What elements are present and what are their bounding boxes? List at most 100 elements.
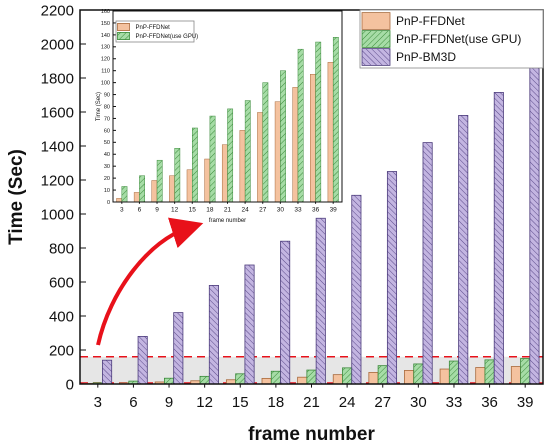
bar-pnp-ffdnet-33 <box>292 87 299 203</box>
y-tick-label: 1400 <box>41 138 74 155</box>
zoom-arrow <box>96 217 204 346</box>
bar-pnp-ffdnet-use-gpu--36 <box>315 41 322 203</box>
bar-pnp-ffdnet-27 <box>257 112 263 203</box>
bar-pnp-ffdnet-use-gpu--33 <box>448 360 459 385</box>
y-tick-label: 2200 <box>41 2 74 19</box>
x-tick-label: 15 <box>232 394 249 411</box>
x-tick-label: 18 <box>268 394 285 411</box>
y-tick-label: 2000 <box>41 36 74 53</box>
y-tick-label: 1800 <box>41 70 74 87</box>
bar-pnp-ffdnet-18 <box>261 377 272 385</box>
bar-pnp-ffdnet-use-gpu--27 <box>262 82 269 203</box>
y-tick-label: 140 <box>101 33 110 39</box>
x-tick-label: 27 <box>374 394 391 411</box>
bar-pnp-ffdnet-27 <box>368 372 379 385</box>
bar-pnp-ffdnet-use-gpu--18 <box>270 370 281 385</box>
bar-pnp-ffdnet-9 <box>151 180 158 203</box>
y-tick-label: 600 <box>49 274 74 291</box>
x-tick-label: 18 <box>206 207 214 214</box>
y-tick-label: 400 <box>49 308 74 325</box>
bar-pnp-ffdnet-use-gpu--30 <box>280 70 286 203</box>
x-tick-label: 15 <box>189 207 197 214</box>
x-tick-label: 24 <box>339 394 356 411</box>
y-tick-label: 100 <box>101 81 110 87</box>
x-tick-label: 6 <box>129 394 137 411</box>
y-tick-label: 120 <box>101 57 110 63</box>
y-tick-label: 110 <box>101 69 110 75</box>
y-tick-label: 0 <box>107 200 110 206</box>
bar-pnp-ffdnet-use-gpu--36 <box>484 359 495 385</box>
bar-pnp-ffdnet-24 <box>239 130 246 203</box>
y-axis-label: Time (Sec) <box>96 92 102 121</box>
bar-pnp-ffdnet-use-gpu--24 <box>342 367 353 385</box>
legend-label: PnP-FFDNet <box>396 14 465 28</box>
x-tick-label: 12 <box>196 394 213 411</box>
y-tick-label: 30 <box>104 164 110 170</box>
x-tick-label: 9 <box>165 394 173 411</box>
bar-pnp-ffdnet-6 <box>133 192 140 203</box>
bar-pnp-ffdnet-use-gpu--39 <box>332 37 339 203</box>
x-tick-label: 36 <box>481 394 498 411</box>
bar-pnp-bm3d-12 <box>208 284 219 385</box>
x-tick-label: 39 <box>330 207 338 214</box>
y-tick-label: 130 <box>101 45 110 51</box>
x-tick-label: 33 <box>294 207 302 214</box>
bar-pnp-bm3d-24 <box>351 194 362 385</box>
legend-swatch <box>361 12 391 30</box>
legend-box <box>359 9 544 69</box>
legend-box <box>115 20 195 43</box>
bar-pnp-ffdnet-24 <box>332 374 343 385</box>
x-tick-label: 21 <box>224 207 232 214</box>
y-tick-label: 1200 <box>41 172 74 189</box>
bar-pnp-ffdnet-30 <box>404 369 415 385</box>
bar-pnp-bm3d-21 <box>315 217 326 385</box>
x-tick-label: 3 <box>94 394 102 411</box>
bar-pnp-ffdnet-use-gpu--3 <box>121 186 128 203</box>
y-tick-label: 800 <box>49 240 74 257</box>
x-tick-label: 27 <box>259 207 267 214</box>
legend-label: PnP-FFDNet(use GPU) <box>136 34 199 40</box>
x-tick-label: 30 <box>277 207 285 214</box>
bar-pnp-ffdnet-18 <box>204 158 211 203</box>
bar-pnp-ffdnet-use-gpu--21 <box>227 108 234 203</box>
x-tick-label: 3 <box>120 207 124 214</box>
bar-pnp-ffdnet-use-gpu--27 <box>377 365 388 385</box>
legend-swatch <box>361 30 391 48</box>
bar-pnp-ffdnet-use-gpu--21 <box>306 369 317 385</box>
bar-pnp-ffdnet-use-gpu--9 <box>164 377 175 385</box>
bar-pnp-ffdnet-39 <box>327 62 334 203</box>
bar-pnp-bm3d-6 <box>137 335 148 385</box>
y-tick-label: 80 <box>104 104 110 110</box>
bar-pnp-ffdnet-30 <box>274 101 281 203</box>
x-tick-label: 21 <box>303 394 320 411</box>
legend-swatch <box>117 22 130 31</box>
bar-pnp-ffdnet-33 <box>439 368 450 385</box>
bar-pnp-bm3d-27 <box>386 171 398 385</box>
bar-pnp-bm3d-3 <box>102 359 113 385</box>
legend-label: PnP-FFDNet <box>136 25 171 31</box>
bar-pnp-ffdnet-use-gpu--9 <box>156 159 163 203</box>
bar-pnp-bm3d-15 <box>244 264 255 385</box>
y-tick-label: 60 <box>104 128 110 134</box>
bar-pnp-ffdnet-use-gpu--15 <box>192 127 198 203</box>
legend-label: PnP-FFDNet(use GPU) <box>396 32 521 46</box>
bar-pnp-ffdnet-21 <box>297 376 308 385</box>
bar-pnp-bm3d-30 <box>422 142 433 385</box>
legend-swatch <box>361 48 391 66</box>
x-axis-label: frame number <box>209 218 246 224</box>
bar-pnp-ffdnet-15 <box>186 169 193 203</box>
x-axis-label: frame number <box>248 424 375 445</box>
x-tick-label: 36 <box>312 207 320 214</box>
legend: PnP-FFDNet PnP-FFDNet(use GPU) <box>115 20 199 43</box>
bar-pnp-ffdnet-use-gpu--12 <box>199 375 210 385</box>
bar-pnp-ffdnet-36 <box>310 74 316 203</box>
legend: PnP-FFDNet PnP-FFDNet(use GPU) PnP-BM3D <box>359 9 544 69</box>
bar-pnp-ffdnet-use-gpu--33 <box>297 48 304 203</box>
bar-pnp-ffdnet-39 <box>510 366 521 385</box>
y-tick-label: 20 <box>104 176 110 182</box>
bar-pnp-bm3d-39 <box>529 49 540 385</box>
y-tick-label: 10 <box>104 188 110 194</box>
y-tick-label: 1600 <box>41 104 74 121</box>
bar-pnp-ffdnet-use-gpu--15 <box>235 373 246 385</box>
x-tick-label: 9 <box>155 207 159 214</box>
